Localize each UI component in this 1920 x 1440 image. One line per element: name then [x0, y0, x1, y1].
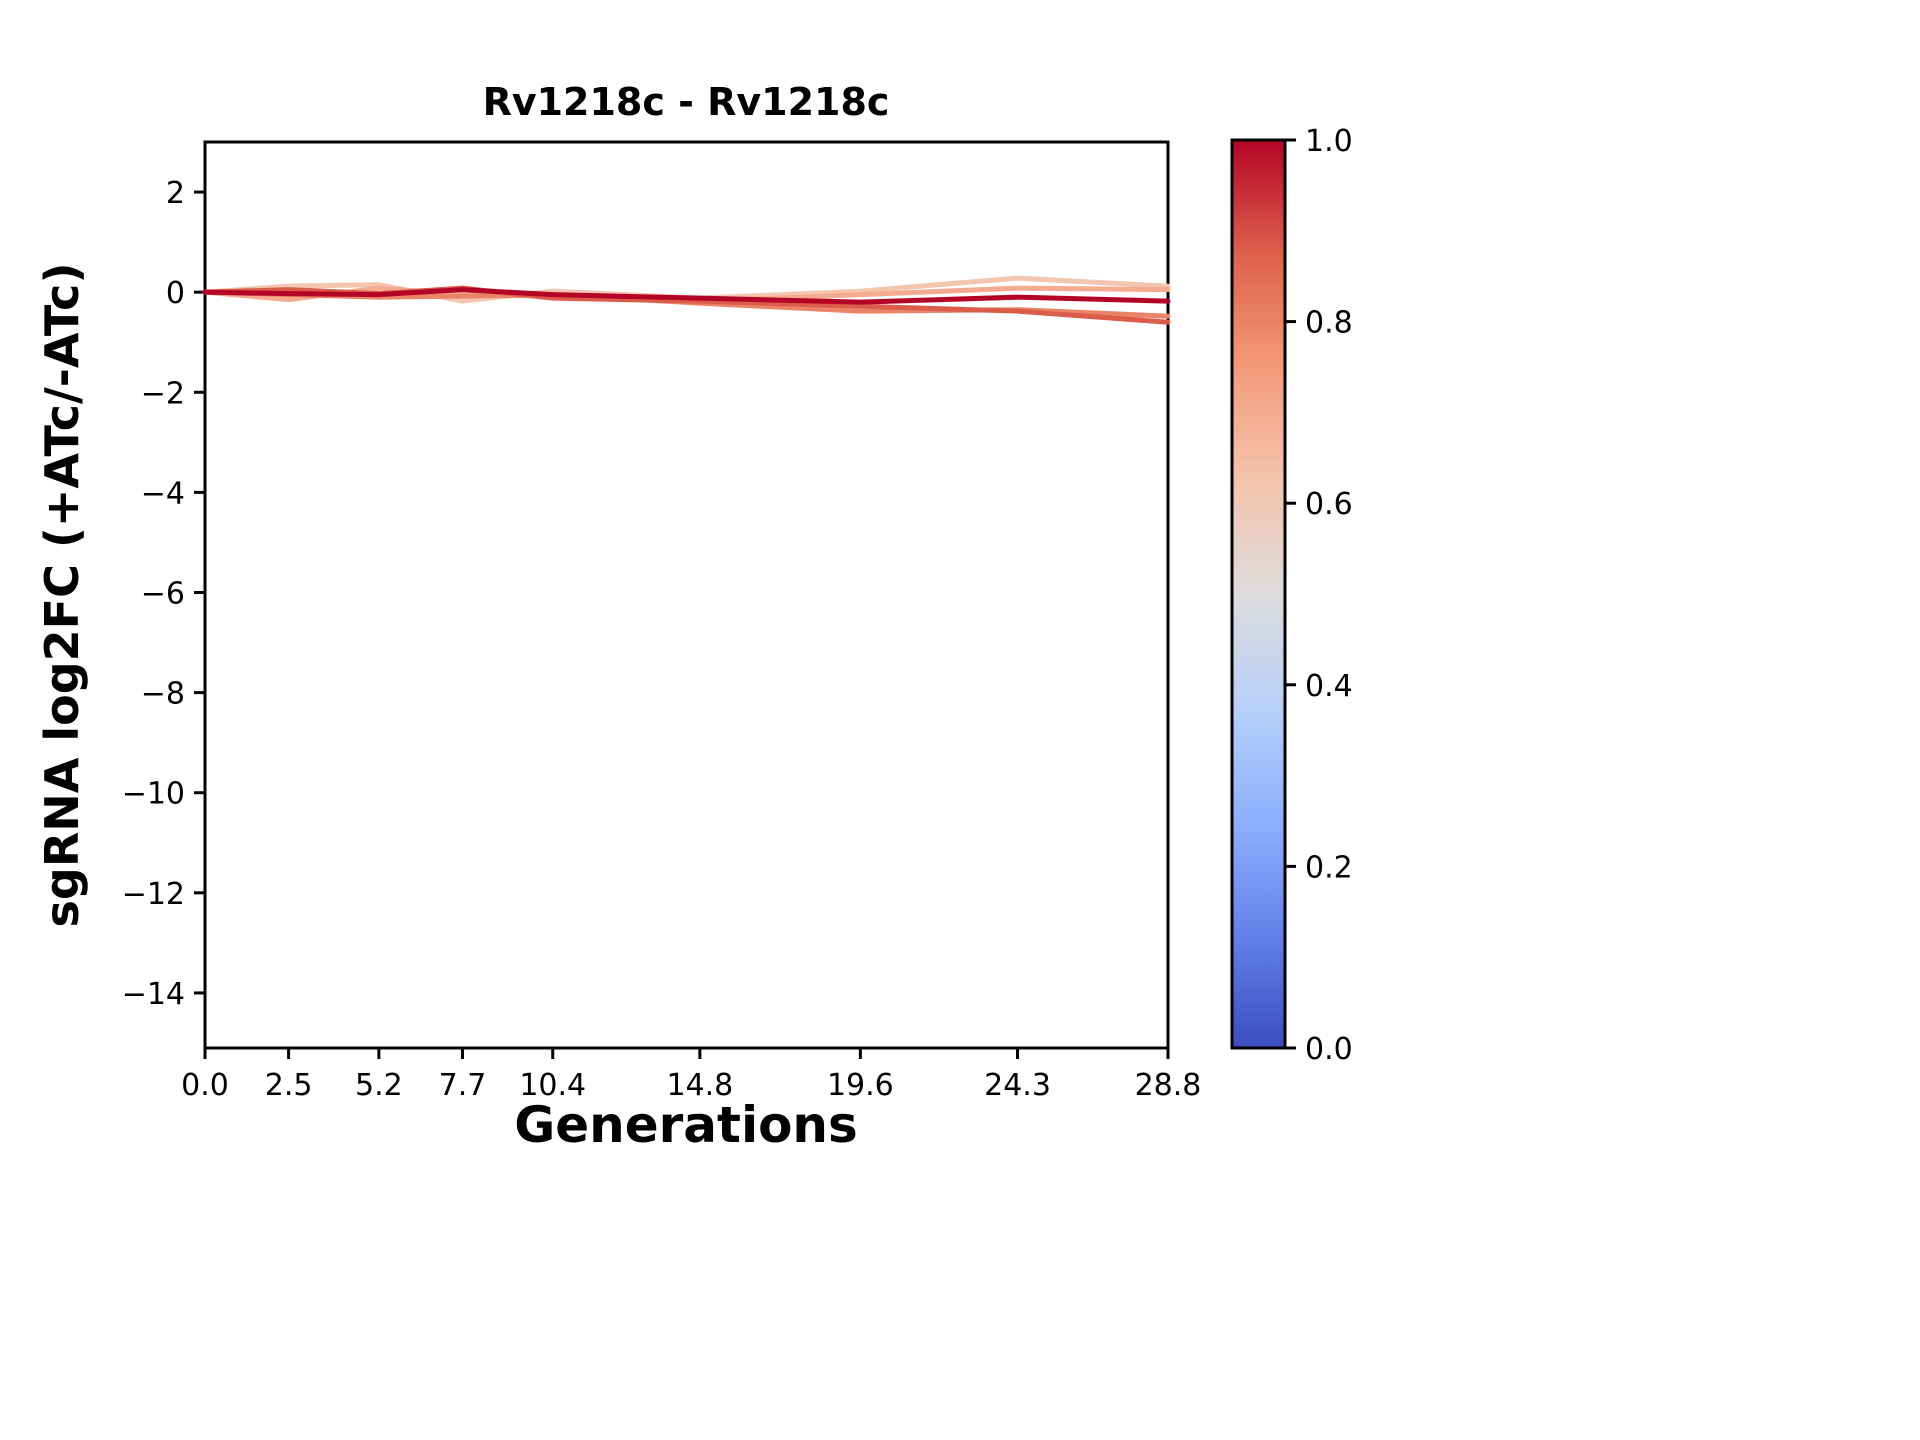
series-line-5: [202, 287, 1171, 305]
colorbar-tick-label-3: 0.6: [1305, 487, 1353, 522]
x-tick-label-1: 2.5: [265, 1068, 313, 1103]
y-tick-label-4: −6: [141, 576, 185, 611]
y-tick-label-7: −12: [122, 877, 185, 912]
colorbar-tick-label-2: 0.4: [1305, 669, 1353, 704]
series-line-4: [202, 285, 1171, 325]
colorbar: [1232, 140, 1285, 1048]
colorbar-tick-label-1: 0.2: [1305, 850, 1353, 885]
x-tick-label-6: 19.6: [827, 1068, 894, 1103]
colorbar-tick-label-0: 0.0: [1305, 1032, 1353, 1067]
y-tick-label-2: −2: [141, 376, 185, 411]
colorbar-tick-label-5: 1.0: [1305, 124, 1353, 159]
chart-title: Rv1218c - Rv1218c: [483, 80, 890, 124]
x-tick-label-3: 7.7: [439, 1068, 487, 1103]
x-tick-label-8: 28.8: [1135, 1068, 1202, 1103]
colorbar-tick-label-4: 0.8: [1305, 306, 1353, 341]
y-tick-label-0: 2: [166, 176, 185, 211]
x-tick-label-2: 5.2: [355, 1068, 403, 1103]
y-tick-label-3: −4: [141, 476, 185, 511]
y-tick-label-5: −8: [141, 677, 185, 712]
y-tick-label-8: −14: [122, 977, 185, 1012]
x-axis-label: Generations: [514, 1096, 858, 1154]
series-line-1: [202, 275, 1171, 304]
y-tick-label-6: −10: [122, 777, 185, 812]
plot-area: 0.0 2.5 5.2 7.7 10.4 14.8 19.6 24.3 28.8 2 0 −2 −4 −6…: [122, 140, 1202, 1103]
colorbar-border: [1230, 138, 1287, 1050]
colorbar-group: 0.0 0.2 0.4 0.6 0.8 1.0: [1230, 124, 1353, 1067]
x-tick-label-4: 10.4: [519, 1068, 586, 1103]
x-tick-label-7: 24.3: [984, 1068, 1051, 1103]
x-tick-label-0: 0.0: [181, 1068, 229, 1103]
x-tick-label-5: 14.8: [666, 1068, 733, 1103]
y-tick-label-1: 0: [166, 276, 185, 311]
y-axis-label: sgRNA log2FC (+ATc/-ATc): [35, 263, 89, 928]
